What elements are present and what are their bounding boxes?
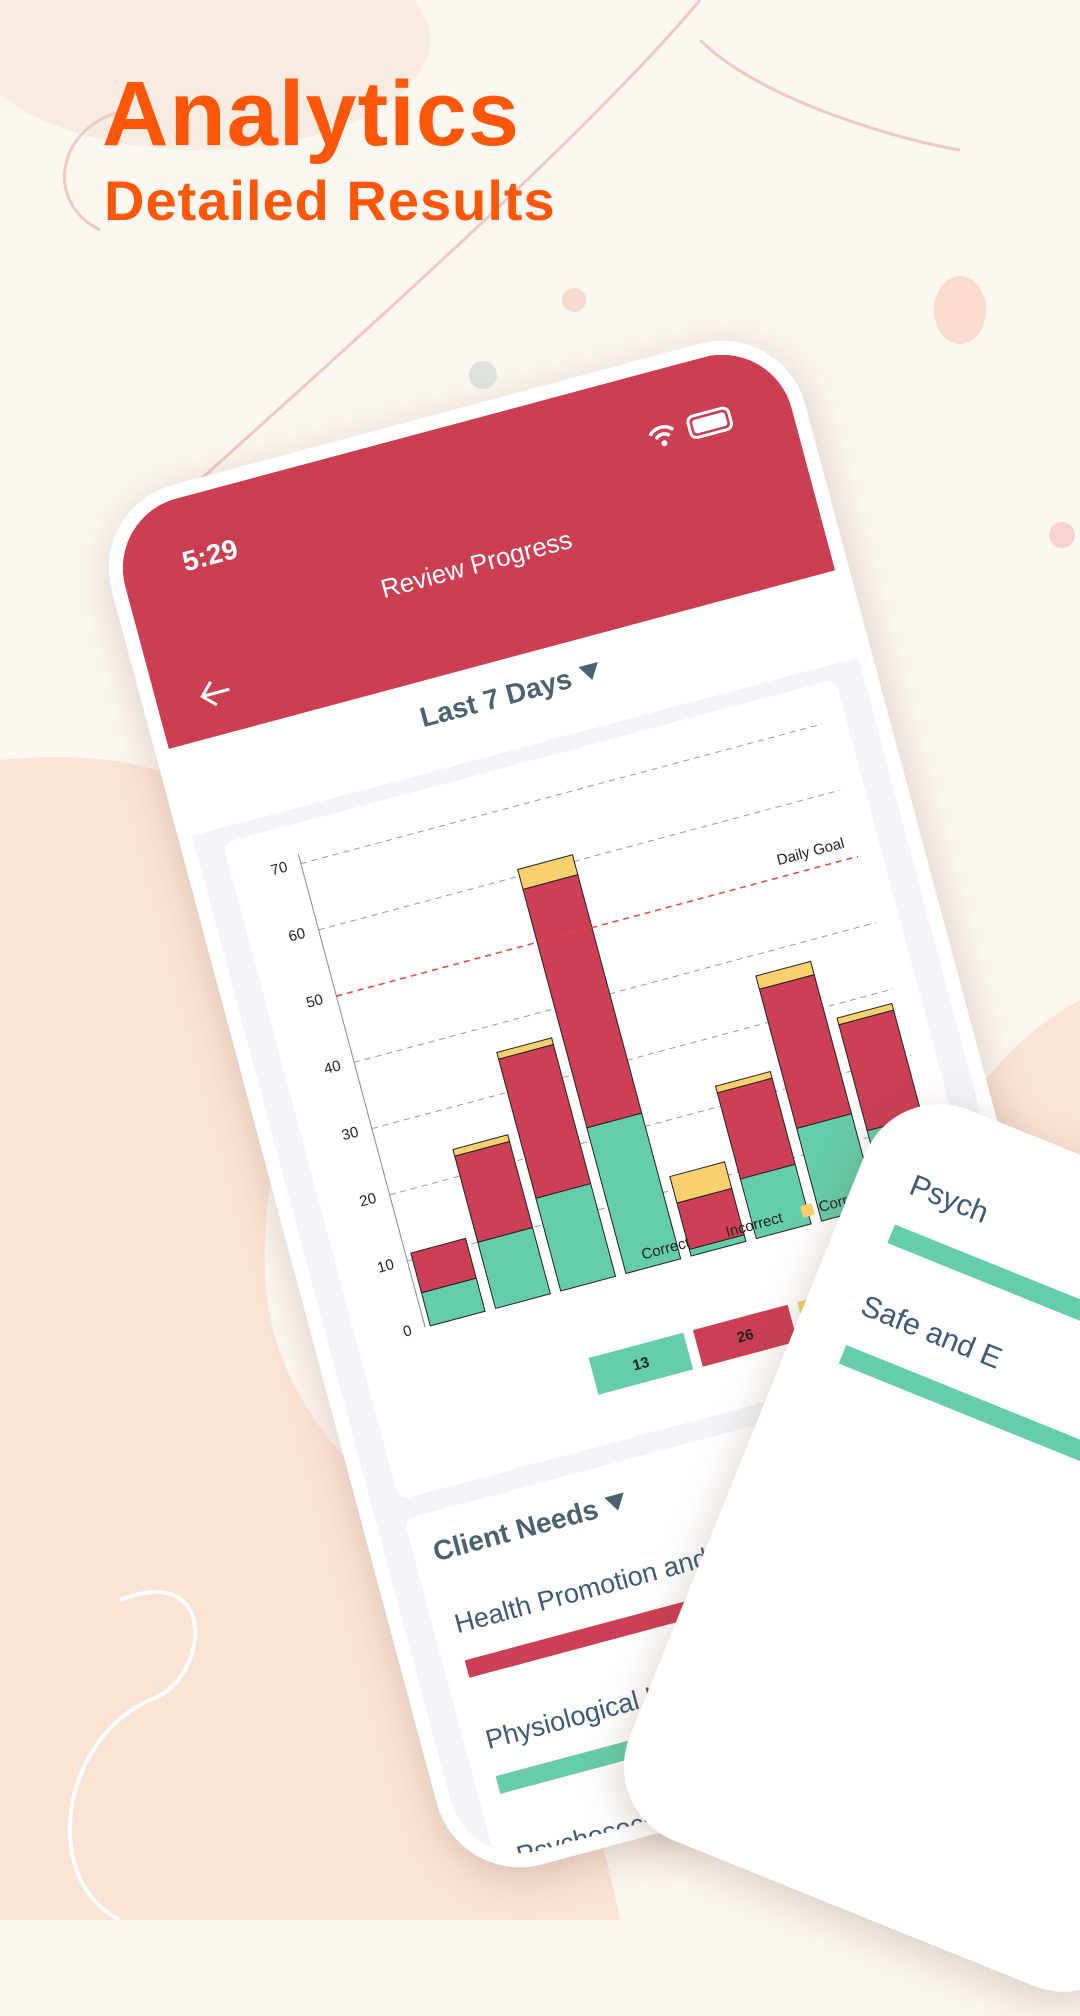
bar-segment xyxy=(452,1134,511,1157)
dropdown-arrow xyxy=(578,662,598,681)
y-tick-label: 20 xyxy=(358,1190,379,1211)
y-tick-label: 30 xyxy=(340,1124,361,1145)
bar-segment xyxy=(836,1002,895,1026)
grid-line xyxy=(371,988,894,1130)
summary-box xyxy=(588,1332,694,1395)
period-selector[interactable]: Last 7 Days xyxy=(168,570,859,836)
y-tick-label: 10 xyxy=(375,1256,396,1277)
status-icons xyxy=(648,406,734,447)
bar-segment xyxy=(716,1077,796,1180)
client-needs-card: Client Needs Health Promotion and Mainte… xyxy=(404,1355,1080,1870)
y-tick-label: 70 xyxy=(269,859,290,880)
grid-line xyxy=(300,723,823,865)
client-needs-text: Client Needs xyxy=(429,1493,602,1568)
bar-segment xyxy=(755,960,815,990)
bar-segment xyxy=(669,1161,733,1204)
app-header: 5:29 Review Progress xyxy=(106,338,836,749)
second-phone-label: Psych xyxy=(904,1168,994,1231)
bar-segment xyxy=(410,1237,477,1294)
legend-swatch xyxy=(707,1227,722,1243)
goal-label: Daily Goal xyxy=(775,835,846,869)
summary-box xyxy=(692,1304,798,1367)
need-bar-correct xyxy=(464,1660,470,1678)
y-tick-label: 50 xyxy=(304,991,325,1012)
back-button[interactable] xyxy=(192,670,240,715)
bar-segment xyxy=(496,1037,555,1060)
legend-swatch xyxy=(800,1203,815,1218)
legend-swatch xyxy=(622,1250,638,1266)
summary-value: 13 xyxy=(631,1354,652,1375)
goal-line xyxy=(336,855,859,997)
summary-value: 26 xyxy=(735,1326,756,1347)
client-needs-title[interactable]: Client Needs xyxy=(430,1485,633,1568)
status-time: 5:29 xyxy=(178,532,242,578)
promo-title: Analytics xyxy=(102,63,521,165)
y-tick-label: 60 xyxy=(287,925,308,946)
y-tick-label: 0 xyxy=(401,1322,413,1341)
second-phone-bar xyxy=(838,1345,1080,1544)
dropdown-arrow xyxy=(604,1492,625,1511)
period-label: Last 7 Days xyxy=(174,590,849,799)
bar-segment xyxy=(714,1070,773,1094)
promo-subtitle: Detailed Results xyxy=(104,169,556,232)
bar-segment xyxy=(535,1182,617,1292)
y-tick-label: 40 xyxy=(322,1057,343,1078)
grid-line xyxy=(354,922,876,1063)
bar-segment xyxy=(454,1140,534,1243)
bar-segment xyxy=(517,854,579,890)
y-axis xyxy=(297,853,426,1328)
